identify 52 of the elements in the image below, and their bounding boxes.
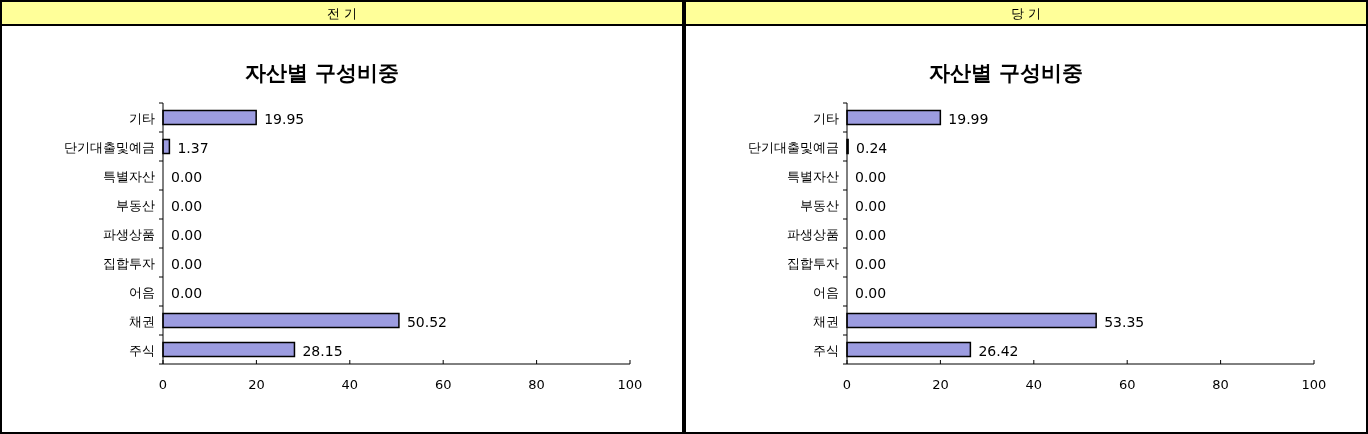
chart-title: 전 기 — [326, 6, 358, 21]
x-tick-label: 60 — [434, 377, 452, 392]
chart-title: 당 기 — [1010, 6, 1042, 21]
data-label: 0.00 — [171, 284, 203, 301]
data-label: 19.99 — [948, 110, 989, 127]
y-tick-label: 부동산 — [116, 197, 155, 213]
y-tick-label: 단기대출및예금 — [64, 139, 155, 155]
x-tick-label: 20 — [248, 377, 265, 392]
y-tick-label: 기타 — [129, 110, 155, 126]
chart-subtitle: 자산별 구성비중 — [928, 61, 1084, 85]
y-tick-label: 특별자산 — [787, 168, 839, 184]
y-tick-label: 기타 — [813, 110, 839, 126]
data-label: 0.00 — [855, 284, 887, 301]
x-tick-label: 40 — [341, 377, 359, 392]
y-tick-label: 특별자산 — [103, 168, 155, 184]
chart-subtitle: 자산별 구성비중 — [244, 61, 400, 85]
y-tick-label: 파생상품 — [787, 226, 839, 242]
data-label: 0.00 — [855, 197, 887, 214]
data-label: 0.00 — [171, 226, 203, 243]
x-tick-label: 40 — [1025, 377, 1043, 392]
data-label: 53.35 — [1104, 313, 1145, 330]
x-tick-label: 20 — [932, 377, 949, 392]
x-tick-label: 100 — [617, 377, 643, 392]
y-tick-label: 파생상품 — [103, 226, 155, 242]
data-label: 0.00 — [855, 255, 887, 272]
x-tick-label: 80 — [1212, 377, 1229, 392]
y-tick-label: 집합투자 — [787, 255, 839, 271]
data-label: 50.52 — [406, 313, 448, 330]
y-tick-label: 집합투자 — [103, 255, 155, 271]
data-label: 19.95 — [264, 110, 305, 127]
data-label: 0.24 — [856, 139, 888, 156]
y-tick-label: 주식 — [813, 342, 839, 358]
data-label: 1.37 — [177, 139, 209, 156]
data-label: 0.00 — [855, 226, 887, 243]
y-tick-label: 어음 — [813, 284, 839, 300]
x-tick-label: 0 — [842, 377, 852, 392]
x-tick-label: 80 — [528, 377, 545, 392]
y-tick-label: 채권 — [813, 313, 839, 329]
data-label: 28.15 — [302, 342, 343, 359]
y-tick-label: 단기대출및예금 — [748, 139, 839, 155]
y-tick-label: 어음 — [129, 284, 155, 300]
data-label: 26.42 — [978, 342, 1019, 359]
data-label: 0.00 — [855, 168, 887, 185]
data-label: 0.00 — [171, 255, 203, 272]
data-label: 0.00 — [171, 168, 203, 185]
x-tick-label: 0 — [158, 377, 168, 392]
x-tick-label: 100 — [1301, 377, 1327, 392]
data-label: 0.00 — [171, 197, 203, 214]
y-tick-label: 부동산 — [800, 197, 839, 213]
y-tick-label: 주식 — [129, 342, 155, 358]
x-tick-label: 60 — [1118, 377, 1136, 392]
y-tick-label: 채권 — [129, 313, 155, 329]
